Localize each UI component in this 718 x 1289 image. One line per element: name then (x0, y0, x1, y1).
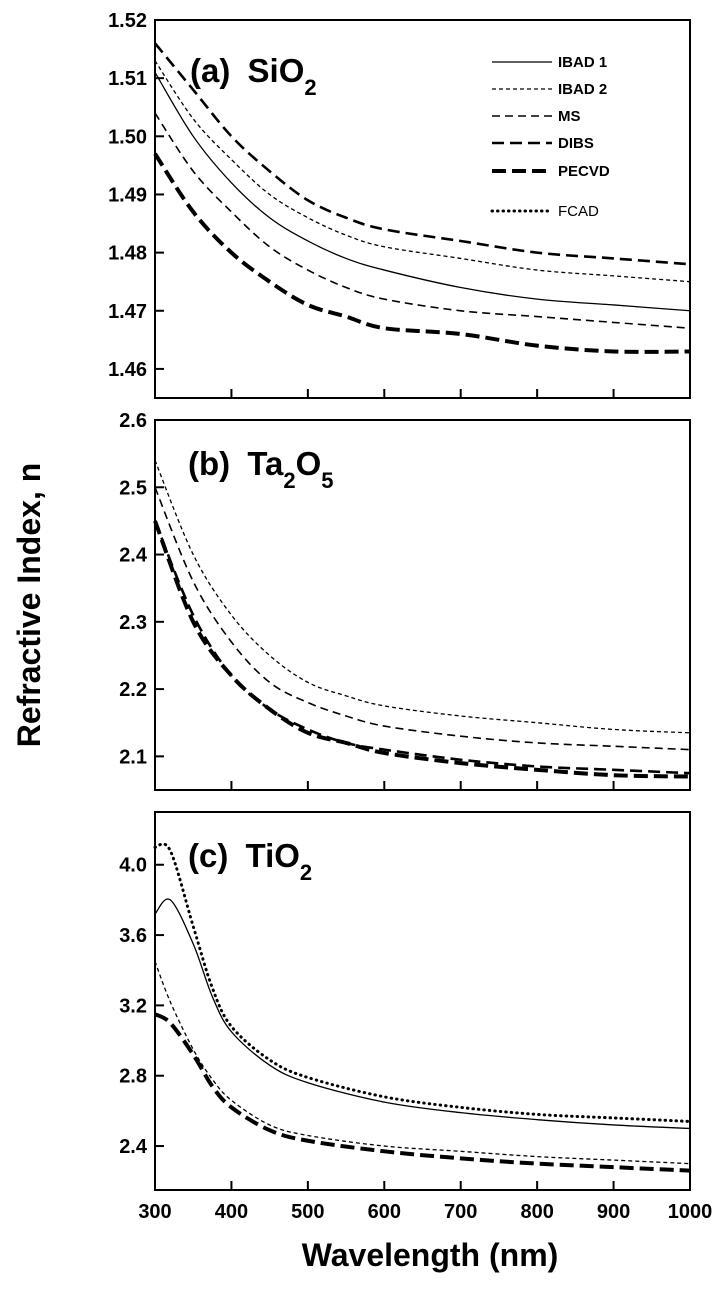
panel-c-series-pecvd (154, 1012, 691, 1173)
panel-a-ytick-label-4: 1.50 (108, 126, 147, 148)
panel-a-series-ibad-2 (154, 60, 691, 283)
panel-c: 2.4 2.8 3.2 3.6 4.0 (c) TiO2 (119, 811, 692, 1191)
panel-a-series-ms (154, 112, 691, 330)
panel-c-marks: 2.4 2.8 3.2 3.6 4.0 (119, 842, 692, 1190)
panel-b: 2.1 2.2 2.3 2.4 2.5 2.6 (b) Ta2O5 (119, 410, 691, 791)
panel-a-marks: 1.46 1.47 1.48 1.49 1.50 1.51 1.52 (108, 10, 691, 398)
legend-label-fcad: FCAD (558, 203, 599, 220)
panel-c-ytick-label-3: 3.6 (119, 925, 147, 947)
legend-entry-dibs: DIBS (492, 135, 594, 152)
panel-a-label: (a) SiO2 (190, 52, 317, 100)
panel-a-ytick-label-5: 1.51 (108, 68, 147, 90)
panel-a-ytick-label-2: 1.48 (108, 243, 147, 265)
panel-b-series-ibad-2 (154, 460, 691, 734)
panel-b-ytick-label-2: 2.3 (119, 612, 147, 634)
panel-c-ytick-label-4: 4.0 (119, 855, 147, 877)
legend-label-ibad-1: IBAD 1 (558, 54, 607, 71)
legend-label-ibad-2: IBAD 2 (558, 81, 607, 98)
panel-a-frame (154, 19, 691, 399)
panel-c-ytick-label-2: 3.2 (119, 995, 147, 1017)
panel-c-series-fcad (153, 842, 692, 1123)
panel-c-ytick-label-1: 2.8 (119, 1066, 147, 1088)
legend-entry-pecvd: PECVD (492, 163, 610, 180)
legend-entry-ms: MS (492, 108, 581, 125)
panel-b-frame (154, 419, 691, 791)
panel-b-ytick-label-3: 2.4 (119, 545, 148, 567)
legend-entry-ibad-1: IBAD 1 (492, 54, 607, 71)
panel-c-ytick-label-0: 2.4 (119, 1136, 148, 1158)
panel-a-ytick-label-1: 1.47 (108, 301, 147, 323)
panel-b-series-pecvd (153, 520, 691, 779)
legend: IBAD 1 IBAD 2 MS DIBS PECVD FCAD (490, 54, 610, 220)
panel-b-ytick-label-0: 2.1 (119, 746, 147, 768)
panel-a-ytick-label-0: 1.46 (108, 359, 147, 381)
xtick-label-6: 900 (597, 1201, 630, 1223)
xtick-label-5: 800 (520, 1201, 553, 1223)
legend-label-ms: MS (558, 108, 581, 125)
panel-c-series-ibad-1 (154, 898, 691, 1130)
panel-a-series-dibs (153, 42, 691, 266)
xtick-label-4: 700 (444, 1201, 477, 1223)
panel-b-ytick-label-4: 2.5 (119, 477, 147, 499)
y-axis-title: Refractive Index, n (11, 463, 47, 748)
legend-label-pecvd: PECVD (558, 163, 610, 180)
panel-b-marks: 2.1 2.2 2.3 2.4 2.5 2.6 (119, 410, 691, 790)
panel-c-frame (154, 811, 691, 1191)
panel-b-series-dibs (153, 520, 691, 775)
legend-label-dibs: DIBS (558, 135, 594, 152)
panel-b-series-ms (154, 486, 691, 751)
panel-b-ytick-label-1: 2.2 (119, 679, 147, 701)
panel-c-series-ibad-2 (154, 961, 691, 1165)
panel-a-ytick-label-6: 1.52 (108, 10, 147, 32)
panel-a: 1.46 1.47 1.48 1.49 1.50 1.51 1.52 (a) SiO2 IB… (108, 10, 691, 399)
x-axis-title: Wavelength (nm) (302, 1237, 559, 1273)
legend-entry-ibad-2: IBAD 2 (492, 81, 607, 98)
xtick-label-1: 400 (215, 1201, 248, 1223)
xtick-label-0: 300 (138, 1201, 171, 1223)
panel-a-series-pecvd (153, 152, 691, 354)
panel-a-ytick-label-3: 1.49 (108, 184, 147, 206)
panel-a-series-ibad-1 (154, 72, 691, 312)
x-axis: 300 400 500 600 700 800 900 1000 (138, 1201, 712, 1223)
xtick-label-2: 500 (291, 1201, 324, 1223)
panel-c-label: (c) TiO2 (188, 837, 312, 885)
legend-entry-fcad: FCAD (490, 203, 599, 220)
xtick-label-7: 1000 (668, 1201, 713, 1223)
panel-b-ytick-label-5: 2.6 (119, 410, 147, 432)
panel-b-label: (b) Ta2O5 (188, 445, 334, 493)
xtick-label-3: 600 (368, 1201, 401, 1223)
